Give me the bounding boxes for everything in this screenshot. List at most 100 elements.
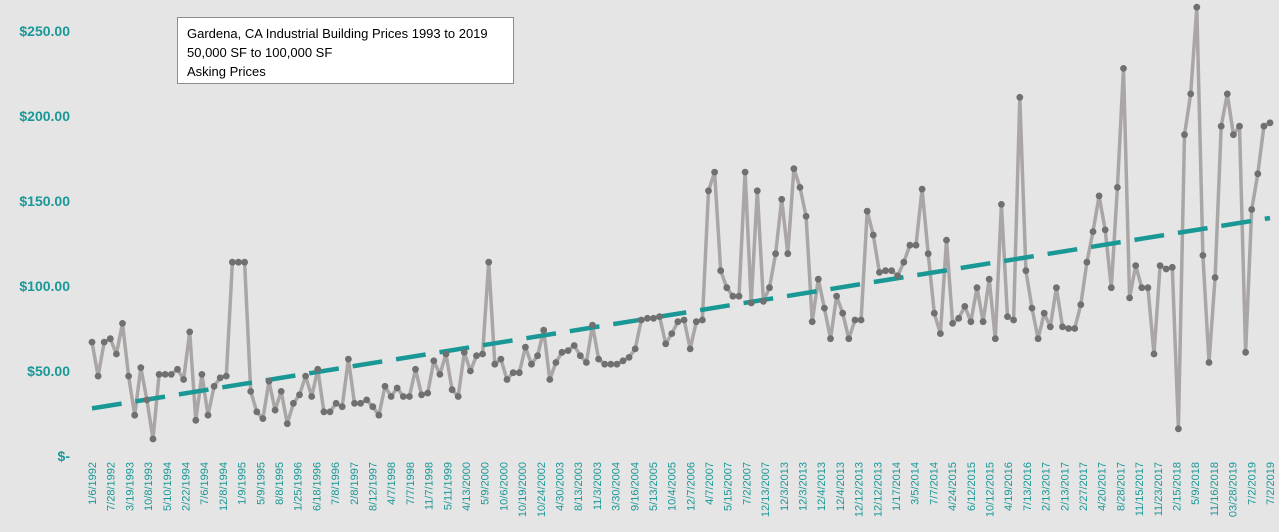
data-point [839,309,847,317]
data-point [656,313,663,320]
data-point [595,355,602,363]
data-point [424,389,432,397]
data-point [509,369,517,377]
x-tick-label: 2/27/2017 [1078,462,1090,511]
data-point [137,364,145,371]
data-point [863,207,871,215]
data-point [332,399,340,407]
data-point [1114,184,1121,191]
data-point [1016,93,1024,101]
data-point [259,415,267,422]
data-point [930,309,938,317]
data-point [308,393,316,400]
data-point [161,371,169,378]
data-point [1211,274,1219,281]
data-point [570,342,578,349]
data-point [589,321,596,329]
data-point [1022,267,1030,275]
data-point [955,314,963,322]
data-point [827,335,834,343]
data-point [1242,348,1249,356]
x-tick-label: 10/24/2002 [536,462,548,517]
data-point [1004,313,1011,320]
x-tick-label: 5/10/1994 [162,462,174,511]
data-point [436,371,444,378]
x-tick-label: 4/24/2015 [947,462,959,511]
x-tick-label: 6/12/2015 [966,462,978,511]
data-point [717,267,725,275]
y-tick-label: $250.00 [19,23,70,39]
data-point [265,377,273,385]
data-point [979,318,987,326]
data-point [1053,284,1060,292]
x-tick-label: 12/3/2013 [798,462,810,511]
x-tick-label: 1/9/1995 [237,462,249,505]
data-point [210,382,218,390]
data-point [375,411,383,419]
data-point [467,367,474,375]
data-point [345,355,352,363]
data-point [949,320,956,327]
data-point [918,185,926,193]
data-point [1199,252,1207,259]
data-point [326,408,334,416]
x-tick-label: 8/8/1995 [274,462,286,505]
data-point [1175,425,1182,433]
data-point [802,212,810,220]
data-point [833,292,840,300]
data-point [1138,284,1146,292]
data-point [1217,122,1225,130]
y-tick-label: $150.00 [19,193,70,209]
data-point [393,384,401,392]
x-tick-label: 2/8/1997 [349,462,361,505]
data-point [1095,192,1103,200]
data-point [174,365,181,373]
x-tick-label: 10/8/1993 [143,462,155,511]
x-tick-label: 10/12/2015 [985,462,997,517]
data-point [351,399,358,407]
data-point [668,330,676,337]
data-point [192,416,200,424]
data-point [235,258,242,266]
x-tick-label: 7/2/2019 [1246,462,1258,505]
data-point [412,365,419,373]
data-point [479,350,486,358]
x-tick-label: 12/8/1994 [218,462,230,511]
data-point [772,250,779,258]
x-tick-label: 9/16/2004 [629,462,641,511]
data-point [131,411,139,419]
data-point [851,316,859,324]
data-point [686,345,694,353]
data-point [473,352,480,360]
data-point [1077,301,1085,309]
data-point [613,360,621,368]
data-point [430,357,438,365]
data-point [961,303,969,310]
data-point [637,316,645,324]
data-point [418,391,425,399]
x-tick-label: 1/25/1996 [293,462,305,511]
x-tick-label: 5/11/1999 [442,462,454,510]
data-point [198,371,206,378]
data-point [967,318,975,326]
data-point [253,408,261,416]
x-tick-label: 11/23/2017 [1153,462,1165,516]
data-point [1223,90,1231,98]
data-point [1162,265,1170,273]
data-point [723,284,731,292]
x-tick-label: 11/7/1998 [424,462,436,510]
x-tick-label: 5/9/1995 [255,462,267,505]
data-point [528,360,535,368]
data-point [784,250,792,258]
x-tick-label: 10/6/2000 [498,462,510,511]
x-tick-label: 11/15/2017 [1134,462,1146,516]
x-tick-label: 7/2/2007 [741,462,753,505]
y-tick-label: $50.00 [27,363,70,379]
data-point [552,359,560,366]
data-point [564,347,572,354]
data-point [399,393,407,400]
data-point [894,272,902,280]
data-point [381,382,389,390]
data-point [119,320,126,327]
